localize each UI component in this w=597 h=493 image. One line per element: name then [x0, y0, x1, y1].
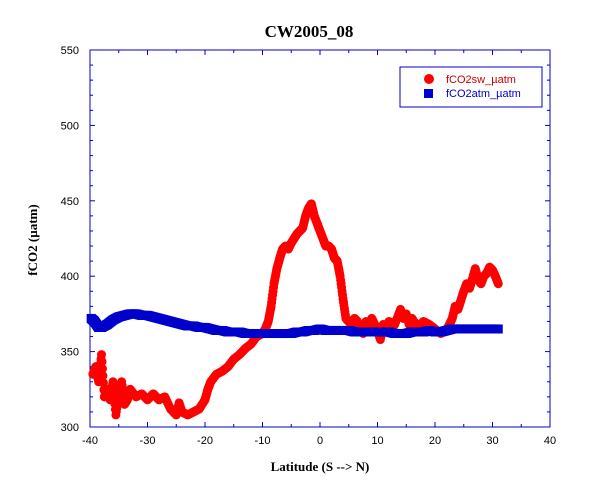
legend: fCO2sw_µatm fCO2atm_µatm — [399, 66, 543, 108]
x-tick-label: -20 — [197, 435, 213, 447]
legend-marker-sw — [424, 74, 434, 84]
x-tick-label: -10 — [255, 435, 271, 447]
x-tick-label: -30 — [140, 435, 156, 447]
y-tick-label: 300 — [61, 422, 79, 434]
axis-ticks: -40 -30 -20 -10 0 10 20 30 40 300 350 400 450 500 550 — [61, 45, 556, 447]
sw-data-point — [97, 357, 107, 367]
sw-data-point — [97, 350, 106, 360]
x-tick-label: 40 — [544, 435, 556, 447]
sw-data-point — [98, 378, 108, 388]
x-axis-label: Latitude (S --> N) — [271, 459, 370, 474]
chart-title: CW2005_08 — [265, 22, 354, 41]
x-tick-label: -40 — [82, 435, 98, 447]
sw-data-point — [98, 371, 108, 381]
x-tick-label: 0 — [317, 435, 323, 447]
legend-marker-atm — [424, 89, 433, 98]
y-axis-label: fCO2 (µatm) — [25, 204, 40, 275]
x-tick-label: 30 — [486, 435, 498, 447]
y-tick-label: 350 — [61, 347, 79, 359]
y-tick-label: 400 — [61, 271, 79, 283]
sw-data-point — [493, 279, 503, 289]
data-points — [86, 199, 503, 420]
legend-box — [399, 66, 543, 108]
x-tick-label: 20 — [429, 435, 441, 447]
y-tick-label: 450 — [61, 196, 79, 208]
x-tick-label: 10 — [371, 435, 383, 447]
legend-label-atm: fCO2atm_µatm — [446, 88, 521, 100]
y-tick-label: 550 — [61, 45, 79, 57]
atm-data-point — [493, 324, 503, 334]
y-tick-label: 500 — [61, 120, 79, 132]
sw-data-point — [97, 364, 107, 374]
legend-label-sw: fCO2sw_µatm — [446, 74, 516, 86]
